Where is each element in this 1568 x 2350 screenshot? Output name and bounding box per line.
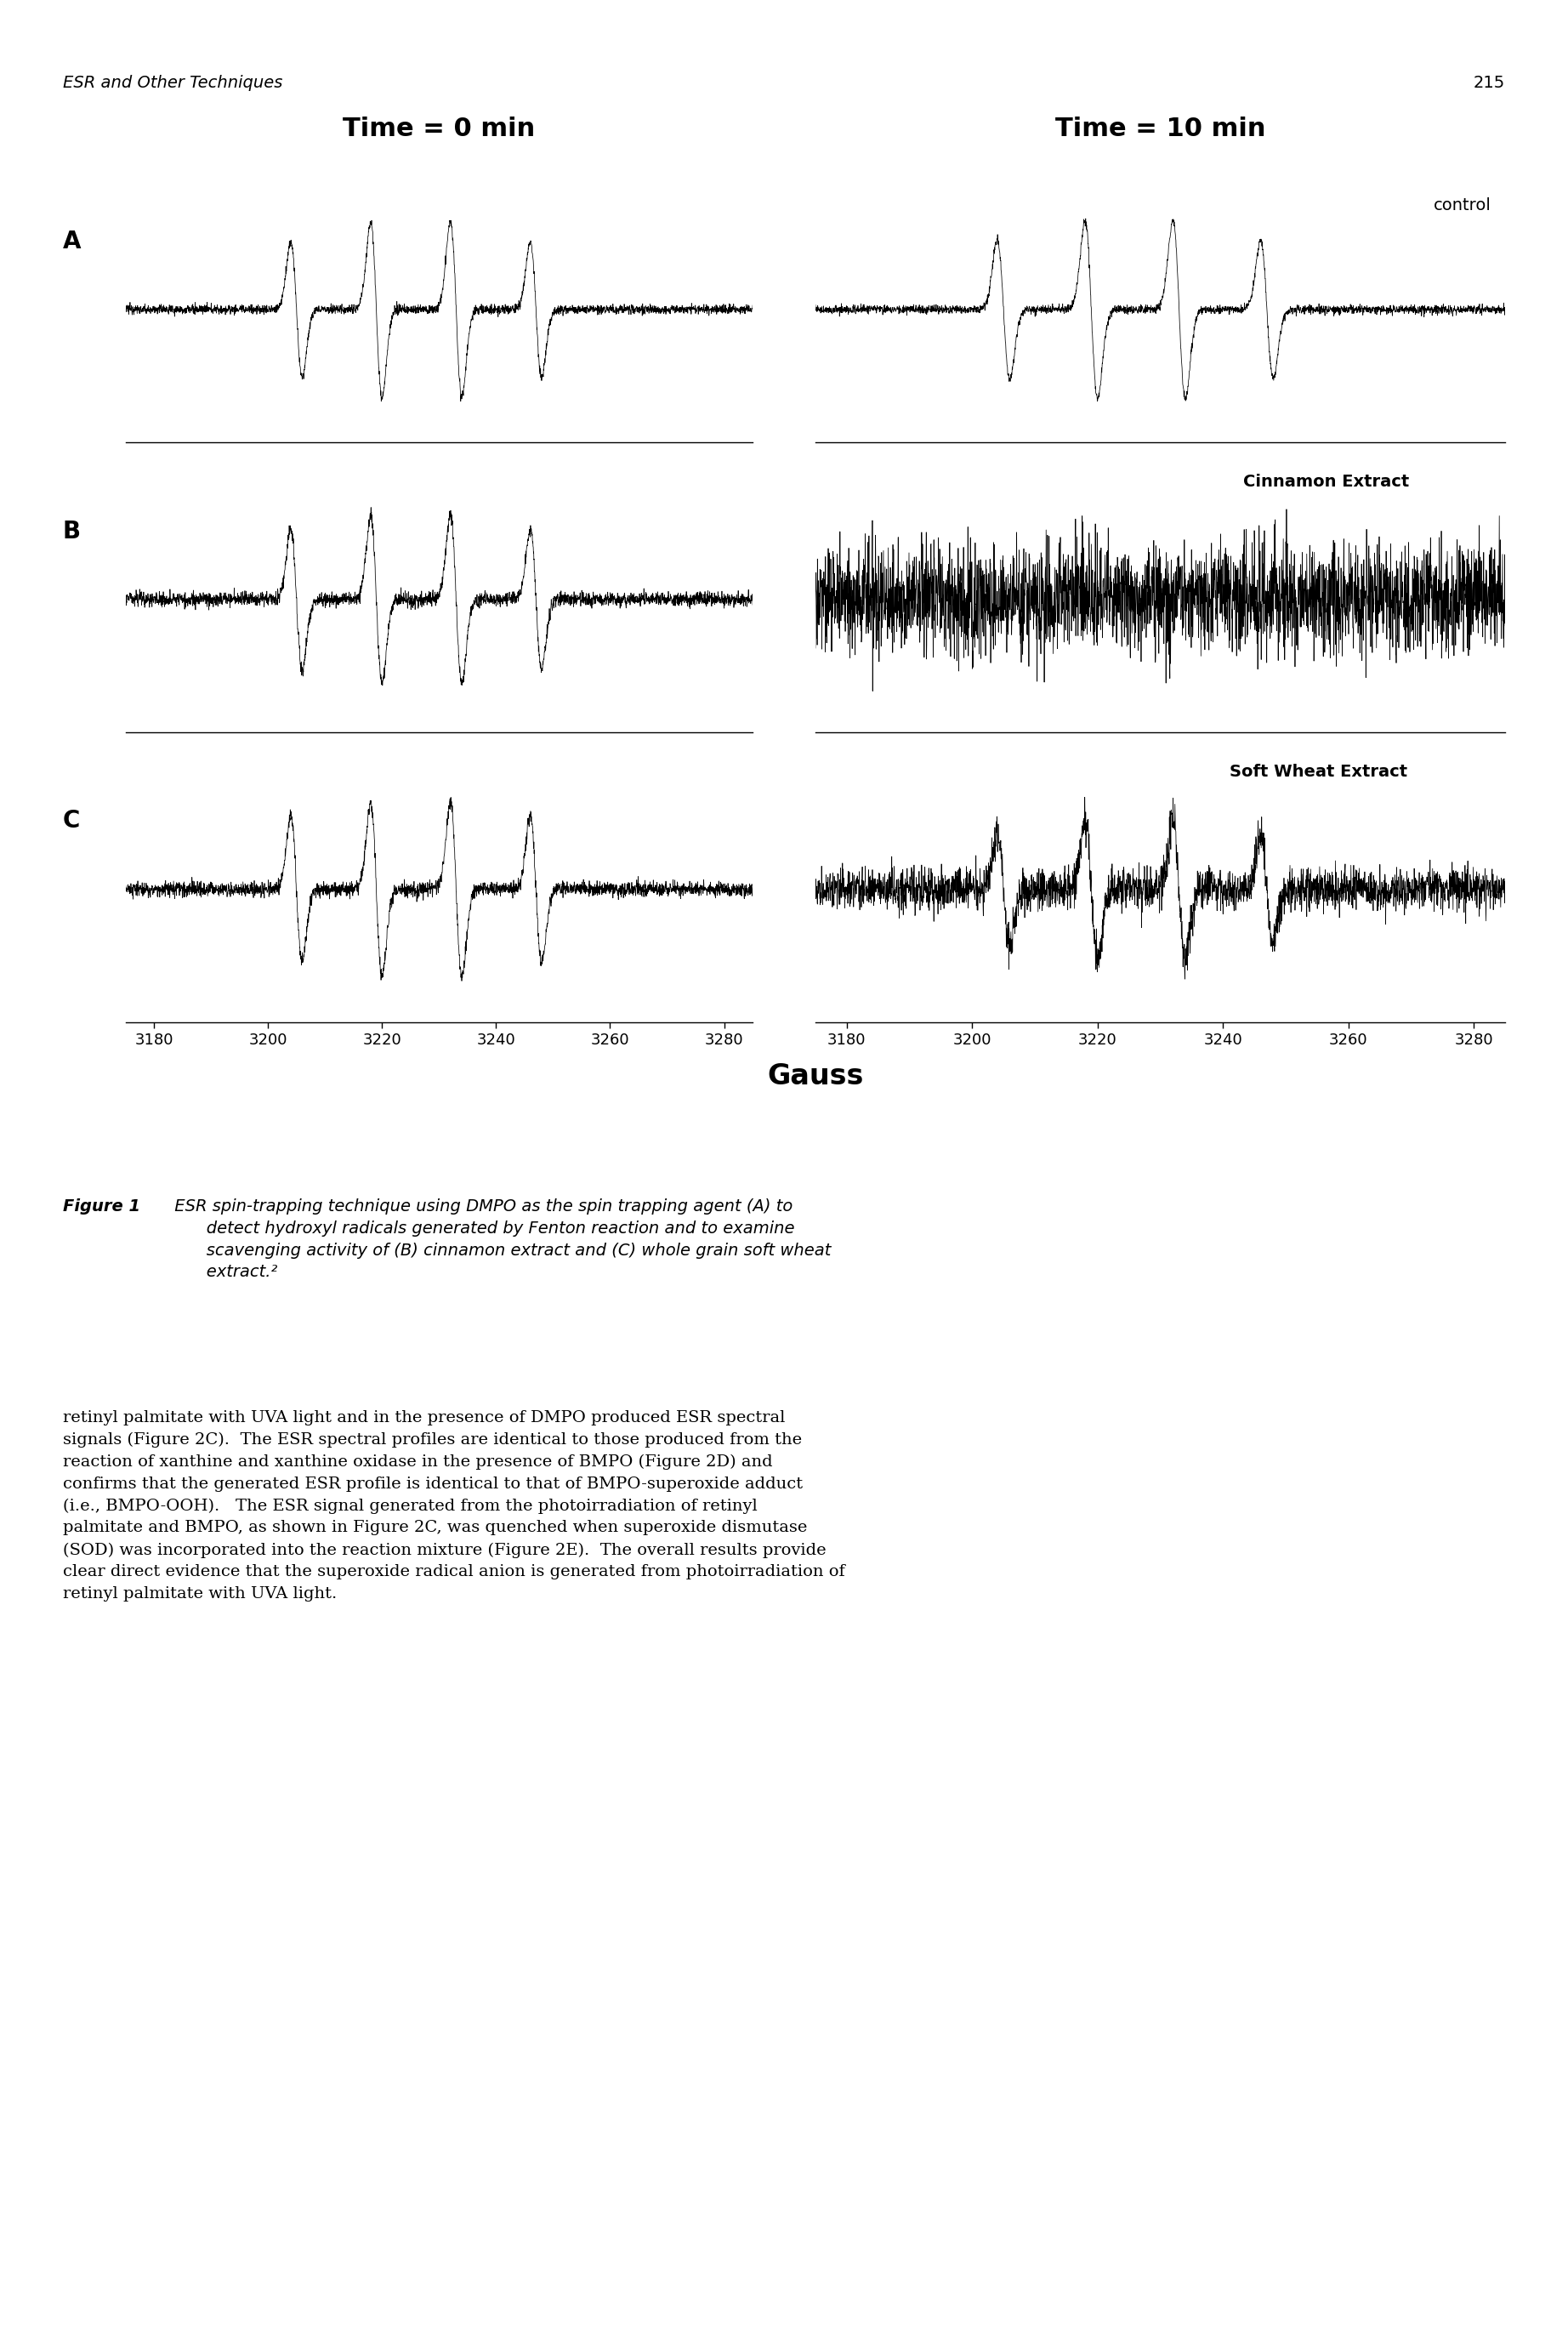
- Text: Figure 1: Figure 1: [63, 1199, 140, 1215]
- Text: Gauss: Gauss: [767, 1062, 864, 1090]
- Text: 215: 215: [1474, 75, 1505, 92]
- Text: Cinnamon Extract: Cinnamon Extract: [1243, 475, 1410, 491]
- Text: C: C: [63, 808, 80, 832]
- Text: Time = 10 min: Time = 10 min: [1055, 118, 1265, 141]
- Text: A: A: [63, 230, 82, 254]
- Text: retinyl palmitate with UVA light and in the presence of DMPO produced ESR spectr: retinyl palmitate with UVA light and in …: [63, 1410, 845, 1600]
- Text: B: B: [63, 519, 80, 543]
- Text: control: control: [1433, 197, 1491, 214]
- Text: Soft Wheat Extract: Soft Wheat Extract: [1229, 764, 1406, 780]
- Text: ESR spin-trapping technique using DMPO as the spin trapping agent (A) to
       : ESR spin-trapping technique using DMPO a…: [169, 1199, 831, 1281]
- Text: ESR and Other Techniques: ESR and Other Techniques: [63, 75, 282, 92]
- Text: Time = 0 min: Time = 0 min: [343, 118, 535, 141]
